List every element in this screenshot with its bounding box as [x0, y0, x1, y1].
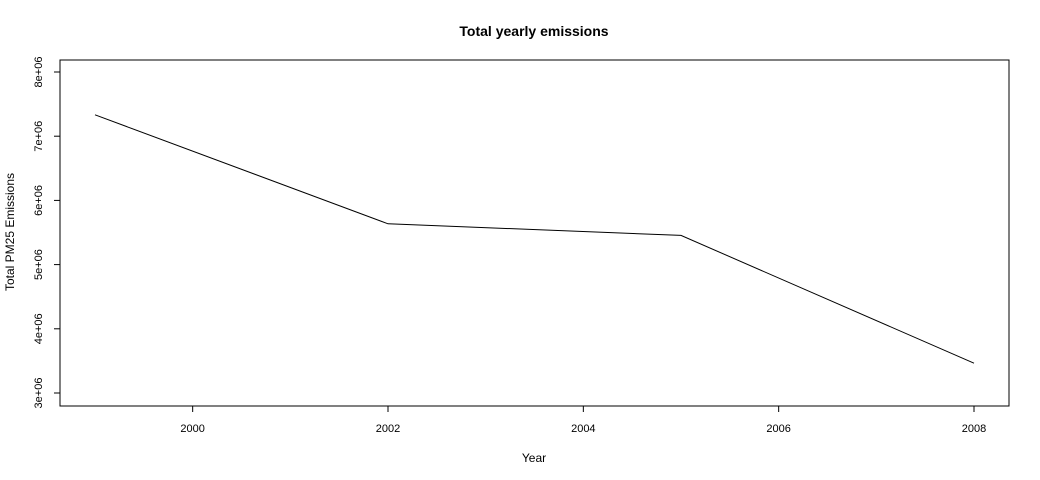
- series-group: [94, 114, 975, 364]
- y-tick-label-5: 8e+06: [33, 57, 45, 88]
- y-tick-label-3: 6e+06: [33, 185, 45, 216]
- x-tick-label-2000: 2000: [180, 423, 204, 435]
- series-line-0: [94, 114, 975, 364]
- y-axis-label: Total PM25 Emissions: [3, 173, 17, 291]
- x-axis: 2000 2002 2004 2006 2008: [180, 406, 986, 435]
- x-tick-label-2002: 2002: [376, 423, 400, 435]
- x-tick-label-2006: 2006: [766, 423, 790, 435]
- plot-frame: [59, 59, 1010, 407]
- y-axis: 3e+06 4e+06 5e+06 6e+06 7e+06 8e+06: [33, 57, 60, 409]
- chart-title: Total yearly emissions: [459, 23, 608, 39]
- y-tick-label-1: 4e+06: [33, 313, 45, 344]
- y-tick-label-2: 5e+06: [33, 249, 45, 280]
- x-tick-label-2008: 2008: [962, 423, 986, 435]
- y-tick-label-0: 3e+06: [33, 378, 45, 409]
- x-tick-label-2004: 2004: [571, 423, 595, 435]
- y-tick-label-4: 7e+06: [33, 121, 45, 152]
- x-axis-label: Year: [522, 451, 546, 465]
